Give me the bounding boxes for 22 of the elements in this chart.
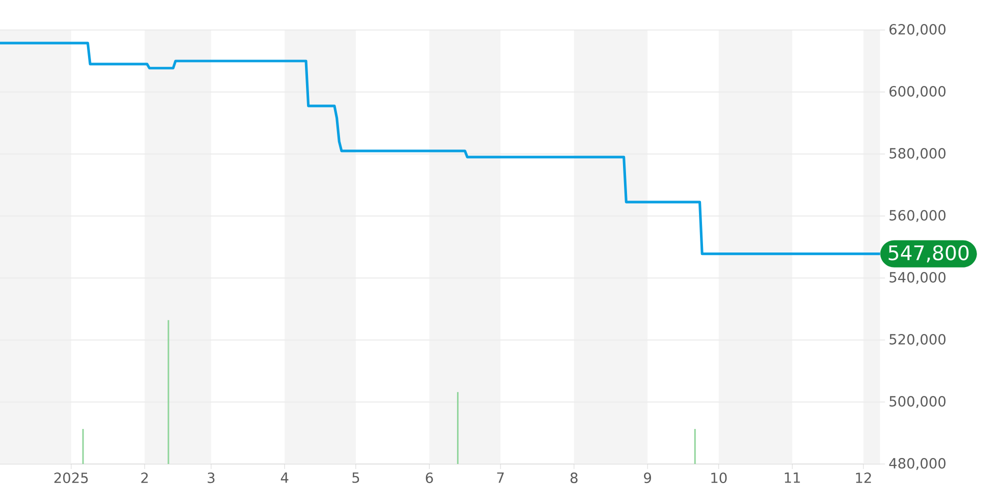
y-tick-label: 520,000: [890, 334, 946, 346]
y-tick-label: 620,000: [890, 24, 946, 36]
annotation: 547,800: [888, 245, 969, 262]
x-tick-label: 6: [426, 472, 433, 484]
y-tick-label: 500,000: [890, 396, 946, 408]
x-tick-label: 9: [644, 472, 652, 484]
x-tick-label: 7: [497, 472, 504, 483]
y-tick-label: 560,000: [890, 210, 946, 222]
y-tick-label: 480,000: [889, 458, 946, 470]
x-tick-label: 10: [711, 472, 727, 484]
x-tick-label: 2: [141, 472, 148, 483]
y-tick-label: 540,000: [890, 272, 946, 284]
x-tick-label: 3: [208, 472, 214, 484]
x-tick-label: 8: [570, 472, 578, 484]
x-tick-label: 4: [280, 472, 288, 483]
y-tick-label: 600,000: [890, 86, 946, 98]
y-tick-label: 580,000: [890, 148, 946, 160]
x-tick-label: 5: [352, 472, 360, 483]
x-tick-label: 11: [784, 472, 800, 483]
x-tick-label: 12: [856, 472, 871, 483]
line-series: [0, 42, 880, 256]
x-tick-label: 2025: [54, 472, 88, 484]
